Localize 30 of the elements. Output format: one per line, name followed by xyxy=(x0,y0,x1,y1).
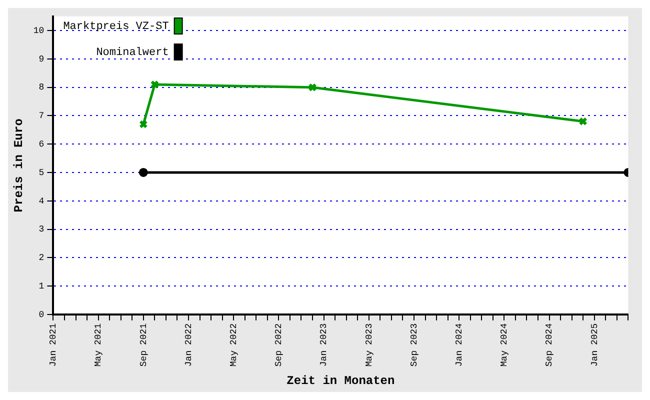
y-tick-label: 9 xyxy=(38,54,44,64)
x-tick-label: Jan 2025 xyxy=(590,323,600,367)
x-tick-label: Jan 2022 xyxy=(184,323,194,367)
y-axis-title: Preis in Euro xyxy=(12,118,26,212)
y-tick-label: 3 xyxy=(38,224,44,235)
x-tick-label: May 2021 xyxy=(94,323,104,367)
x-tick-label: Sep 2024 xyxy=(544,323,555,367)
point xyxy=(150,80,159,89)
y-tick-label: 0 xyxy=(38,310,44,320)
y-tick-label: 1 xyxy=(38,281,44,292)
y-tick-label: 6 xyxy=(38,140,44,150)
x-tick-label: Sep 2022 xyxy=(274,323,284,367)
x-tick-label: Sep 2023 xyxy=(409,323,420,367)
x-tick-label: May 2023 xyxy=(364,323,374,367)
y-tick-label: 2 xyxy=(38,253,44,264)
x-tick-label: Sep 2021 xyxy=(138,323,149,367)
legend-label: Nominalwert xyxy=(96,46,169,59)
x-tick-label: May 2024 xyxy=(500,323,510,367)
legend-label: Marktpreis VZ-ST xyxy=(63,20,170,33)
x-axis-title: Zeit in Monaten xyxy=(286,374,395,388)
y-tick-label: 4 xyxy=(38,196,44,206)
y-tick-label: 7 xyxy=(38,111,44,122)
x-tick-label: Jan 2023 xyxy=(319,323,330,367)
point xyxy=(308,83,317,92)
y-tick-label: 10 xyxy=(33,26,44,36)
x-tick-label: Jan 2024 xyxy=(454,323,464,367)
y-tick-label: 8 xyxy=(38,82,44,93)
x-tick-label: Jan 2021 xyxy=(48,323,59,367)
y-tick-label: 5 xyxy=(38,168,44,178)
x-tick-label: May 2022 xyxy=(228,323,239,367)
